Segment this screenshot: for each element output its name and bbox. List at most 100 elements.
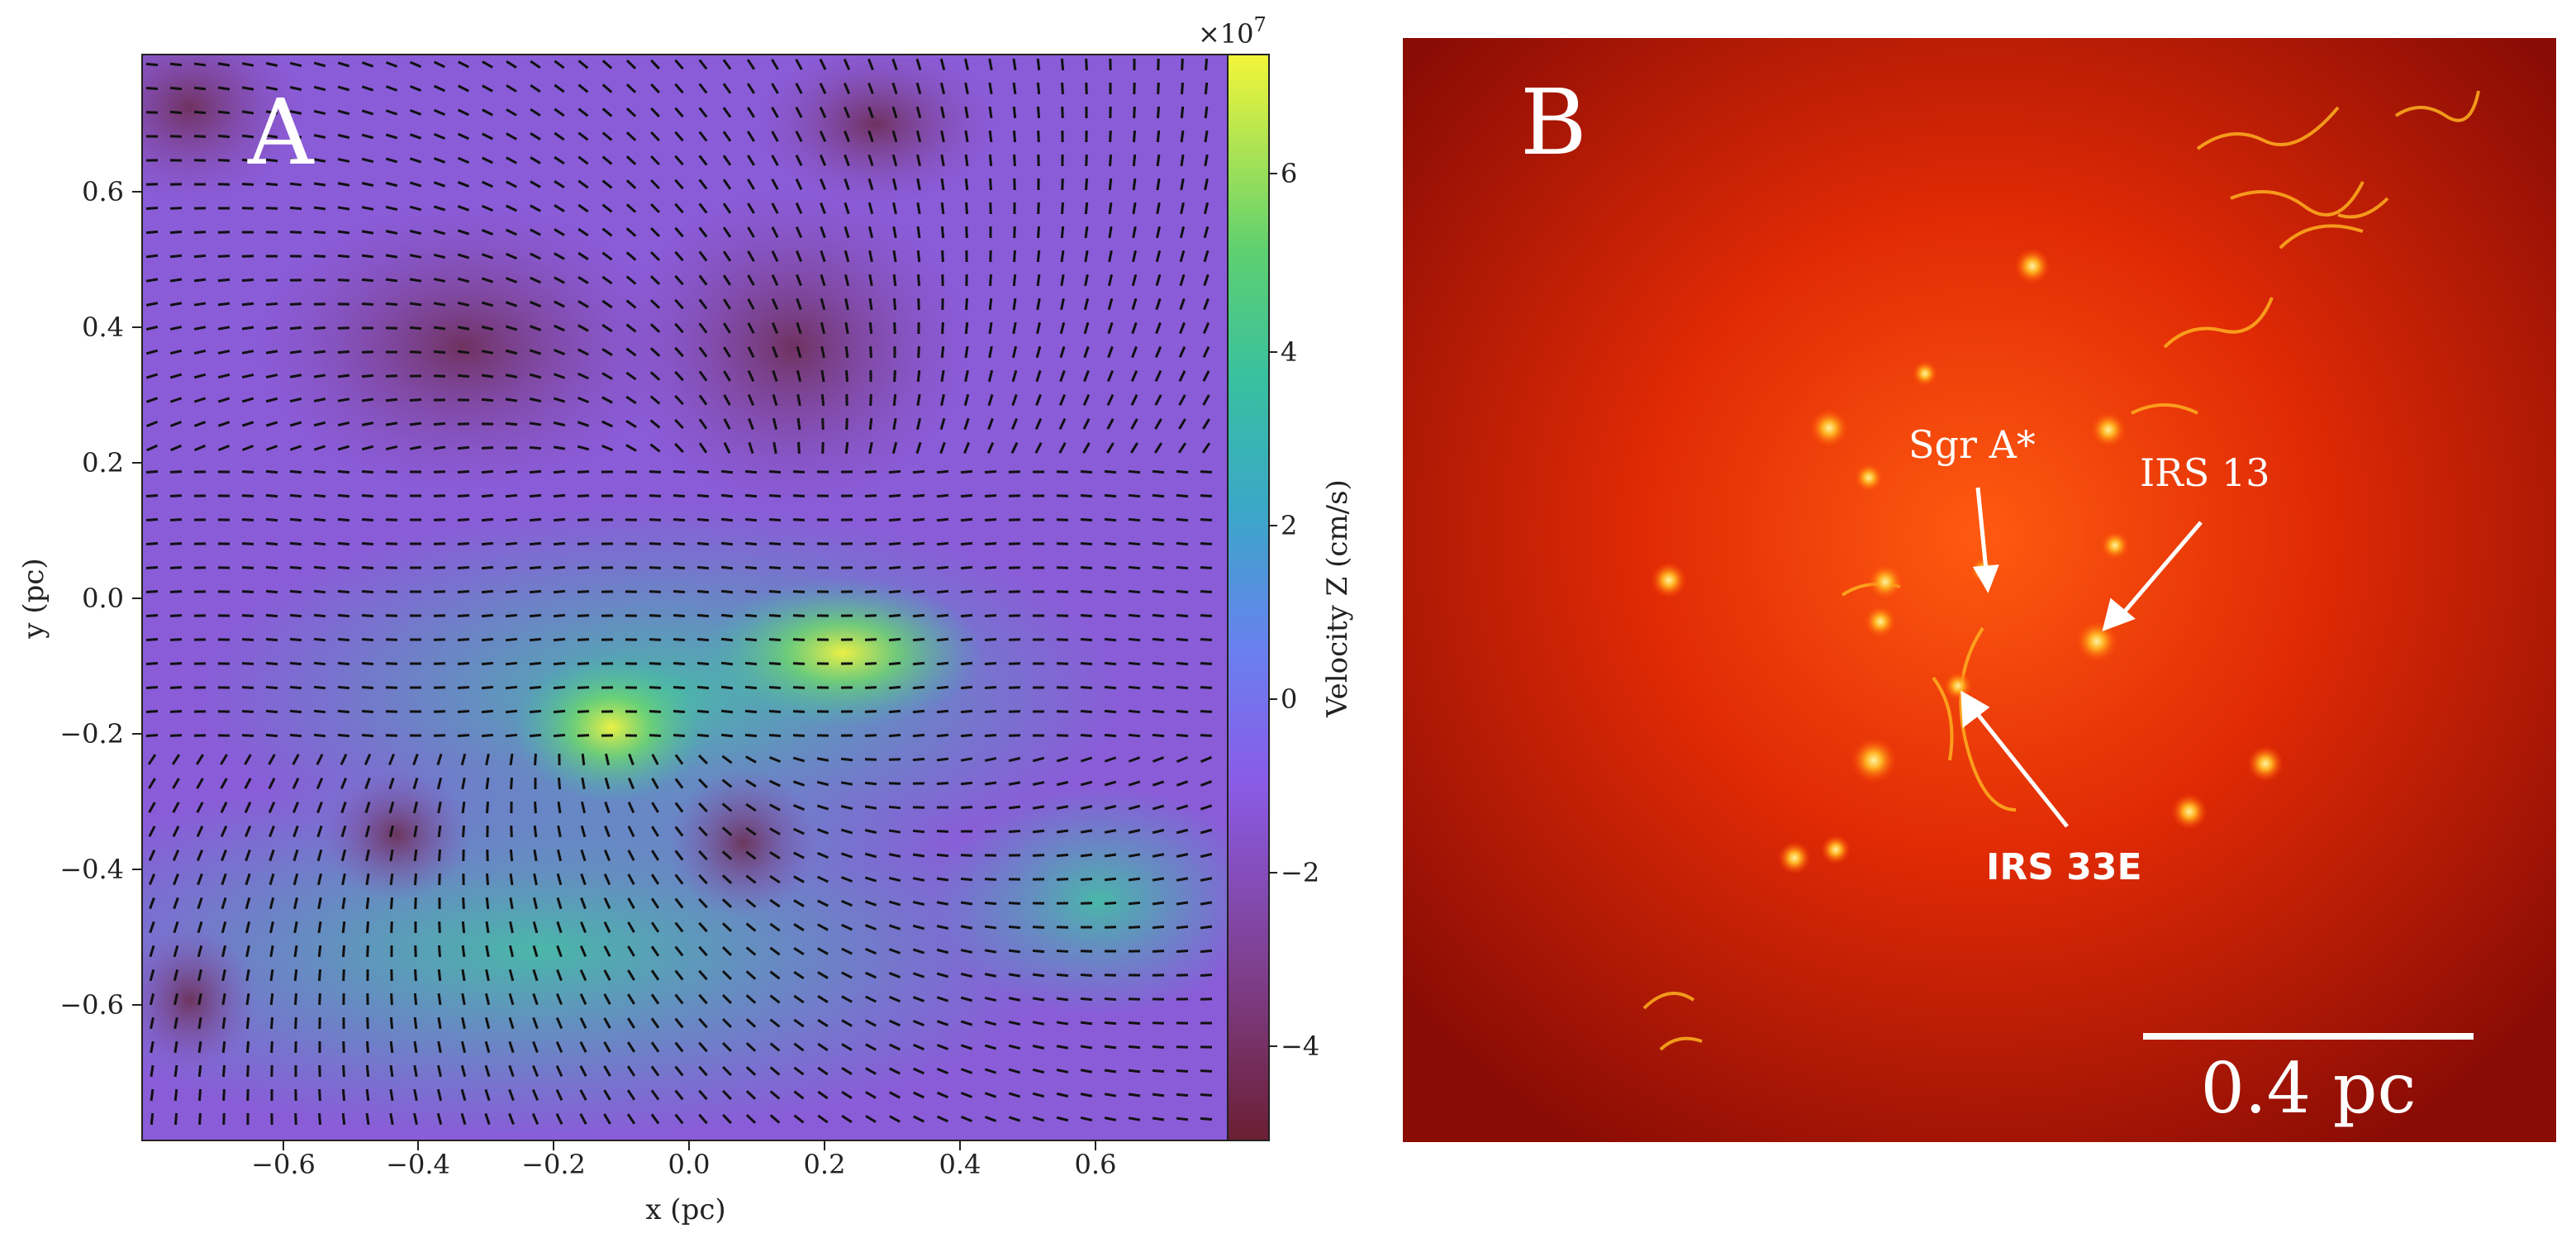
velocity-vector: [796, 298, 802, 311]
velocity-vector: [510, 777, 513, 790]
velocity-vector: [481, 253, 494, 259]
velocity-vector: [1008, 949, 1021, 954]
velocity-vector: [150, 1016, 154, 1030]
velocity-vector: [245, 945, 250, 958]
velocity-vector: [1179, 250, 1186, 263]
velocity-vector: [868, 441, 873, 455]
velocity-vector: [557, 801, 562, 814]
velocity-vector: [649, 347, 661, 357]
velocity-vector: [149, 897, 155, 910]
velocity-vector: [289, 469, 302, 474]
velocity-vector: [289, 158, 302, 163]
velocity-vector: [747, 250, 755, 262]
velocity-vector: [868, 298, 873, 311]
y-axis-title: y (pc): [17, 558, 50, 639]
velocity-vector: [145, 685, 159, 690]
velocity-vector: [1128, 926, 1141, 929]
velocity-vector: [1080, 590, 1093, 593]
velocity-vector: [482, 180, 493, 188]
panel-a-letter: A: [247, 79, 315, 185]
velocity-vector: [892, 226, 897, 239]
velocity-vector: [864, 947, 877, 955]
velocity-vector: [964, 106, 969, 119]
velocity-vector: [722, 250, 732, 262]
velocity-vector: [888, 517, 901, 522]
velocity-vector: [744, 517, 758, 522]
velocity-vector: [169, 207, 183, 210]
velocity-vector: [530, 180, 541, 188]
velocity-vector: [721, 802, 733, 812]
velocity-vector: [650, 179, 660, 190]
velocity-vector: [385, 61, 398, 68]
region-top-left: [142, 55, 306, 207]
velocity-vector: [627, 993, 635, 1005]
velocity-vector: [313, 685, 326, 690]
velocity-vector: [317, 1112, 322, 1126]
velocity-vector: [771, 155, 779, 166]
velocity-vector: [769, 803, 781, 812]
velocity-vector: [888, 948, 901, 955]
velocity-vector: [169, 135, 183, 138]
velocity-vector: [460, 1088, 467, 1102]
velocity-vector: [721, 946, 733, 956]
velocity-vector: [145, 373, 159, 379]
velocity-vector: [960, 757, 973, 762]
velocity-vector: [484, 1112, 491, 1126]
velocity-vector: [627, 921, 635, 933]
velocity-vector: [1056, 878, 1069, 881]
velocity-vector: [577, 276, 589, 284]
velocity-vector: [1012, 82, 1017, 95]
velocity-vector: [508, 1112, 515, 1126]
velocity-vector: [1080, 853, 1093, 858]
velocity-vector: [1107, 345, 1114, 359]
x-tick-label: 0.4: [939, 1149, 981, 1180]
velocity-vector: [1204, 178, 1209, 191]
velocity-vector: [217, 350, 231, 355]
velocity-vector: [269, 993, 274, 1006]
velocity-vector: [1080, 1116, 1093, 1122]
velocity-vector: [1032, 854, 1045, 857]
velocity-vector: [173, 921, 179, 934]
velocity-vector: [1155, 298, 1162, 311]
velocity-vector: [292, 754, 300, 765]
velocity-vector: [579, 921, 587, 934]
velocity-vector: [529, 300, 542, 308]
velocity-vector: [892, 250, 897, 263]
velocity-vector: [145, 302, 159, 307]
velocity-vector: [867, 58, 874, 71]
velocity-vector: [1104, 877, 1117, 882]
velocity-vector: [505, 277, 518, 283]
velocity-vector: [745, 874, 757, 884]
velocity-vector: [1152, 541, 1165, 546]
velocity-vector: [817, 1066, 829, 1076]
velocity-vector: [577, 203, 589, 213]
velocity-vector: [145, 517, 159, 522]
velocity-vector: [1080, 1093, 1093, 1097]
velocity-vector: [723, 394, 731, 406]
velocity-vector: [221, 945, 227, 958]
velocity-vector: [793, 827, 805, 835]
y-tick-label: −0.4: [59, 854, 124, 885]
velocity-vector: [169, 590, 183, 593]
velocity-vector: [793, 1090, 805, 1100]
x-axis: −0.6 −0.4 −0.2 0.0 0.2 0.4 0.6 x (pc): [251, 1140, 1116, 1226]
velocity-vector: [1104, 733, 1117, 738]
velocity-vector: [361, 182, 374, 187]
velocity-vector: [1128, 804, 1141, 811]
velocity-vector: [317, 897, 322, 910]
velocity-vector: [1178, 345, 1186, 359]
velocity-vector: [269, 849, 275, 862]
velocity-vector: [744, 565, 758, 570]
velocity-vector: [508, 1040, 515, 1054]
velocity-vector: [844, 298, 849, 311]
region-yellow-peak: [702, 578, 983, 727]
velocity-vector: [1106, 442, 1115, 454]
velocity-vector: [793, 1042, 805, 1052]
velocity-vector: [1128, 901, 1141, 906]
velocity-vector: [269, 897, 275, 910]
velocity-vector: [625, 371, 637, 381]
velocity-vector: [1152, 709, 1165, 714]
velocity-vector: [960, 854, 973, 857]
velocity-vector: [984, 1092, 997, 1098]
velocity-vector: [365, 1064, 370, 1078]
